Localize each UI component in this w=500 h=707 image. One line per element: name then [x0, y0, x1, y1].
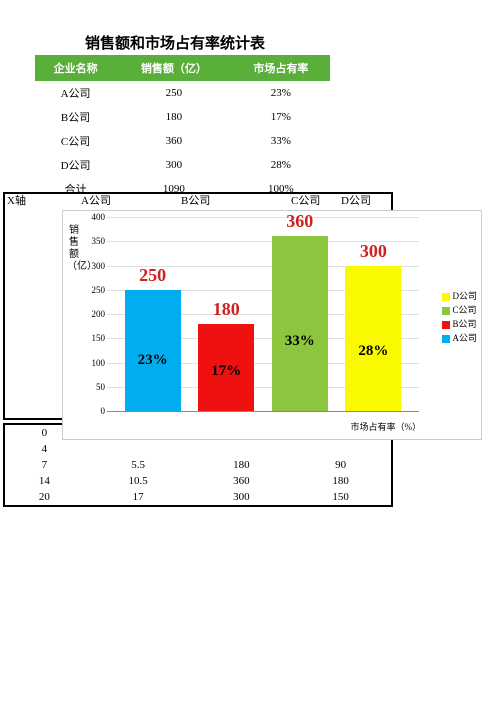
xaxis-col: C公司 [291, 192, 320, 208]
xaxis-col: A公司 [81, 192, 111, 208]
chart-value-label: 360 [266, 211, 334, 232]
legend-item: A公司 [442, 331, 478, 345]
table-row: B公司18017% [35, 105, 330, 129]
xaxis-label: X轴 [7, 192, 26, 208]
chart-pct-label: 17% [198, 363, 254, 380]
table-row: 2017300150 [4, 489, 392, 506]
legend-label: D公司 [453, 291, 478, 301]
table-row: A公司25023% [35, 81, 330, 105]
table-row: 1410.5360180 [4, 473, 392, 489]
chart-ytick: 350 [87, 236, 105, 246]
chart-bar [125, 290, 181, 411]
chart-gridline [107, 411, 419, 412]
legend-swatch [442, 293, 450, 301]
xaxis-col: D公司 [341, 192, 371, 208]
table-row: D公司30028% [35, 153, 330, 177]
col-header: 市场占有率 [232, 55, 330, 81]
chart-ytick: 150 [87, 333, 105, 343]
back-panel-header: X轴 A公司 B公司 C公司 D公司 [3, 192, 393, 208]
table-header-row: 企业名称 销售额（亿） 市场占有率 [35, 55, 330, 81]
chart-value-label: 180 [192, 299, 260, 320]
legend-swatch [442, 307, 450, 315]
chart-ytick: 250 [87, 285, 105, 295]
chart-value-label: 300 [339, 241, 407, 262]
xaxis-col: B公司 [181, 192, 210, 208]
bar-chart: 销售额（亿） 250 23% 180 17% 360 33% 300 28% 0 50 100 15… [62, 210, 482, 440]
chart-ytick: 300 [87, 261, 105, 271]
col-header: 销售额（亿） [116, 55, 232, 81]
legend-swatch [442, 321, 450, 329]
chart-ylabel: 销售额（亿） [67, 225, 81, 273]
summary-table: 企业名称 销售额（亿） 市场占有率 A公司25023% B公司18017% C公… [35, 55, 330, 201]
chart-xlabel: 市场占有率（%） [351, 420, 422, 433]
chart-pct-label: 28% [345, 343, 401, 360]
table-row: 75.518090 [4, 457, 392, 473]
chart-ytick: 200 [87, 309, 105, 319]
legend-item: C公司 [442, 303, 478, 317]
chart-pct-label: 33% [272, 333, 328, 350]
legend-label: C公司 [453, 305, 477, 315]
chart-ytick: 400 [87, 212, 105, 222]
chart-ytick: 100 [87, 358, 105, 368]
legend-label: B公司 [453, 319, 477, 329]
col-header: 企业名称 [35, 55, 116, 81]
chart-plot-area: 25023%18017%36033%30028% [107, 217, 419, 411]
chart-bar [272, 236, 328, 411]
chart-ytick: 0 [87, 406, 105, 416]
page-title: 销售额和市场占有率统计表 [85, 32, 265, 53]
legend-swatch [442, 335, 450, 343]
chart-pct-label: 23% [125, 352, 181, 369]
table-row: 4 [4, 441, 392, 457]
chart-ytick: 50 [87, 382, 105, 392]
chart-gridline [107, 217, 419, 218]
table-row: C公司36033% [35, 129, 330, 153]
legend-item: B公司 [442, 317, 478, 331]
chart-value-label: 250 [119, 265, 187, 286]
chart-legend: D公司 C公司 B公司 A公司 [442, 289, 478, 345]
legend-item: D公司 [442, 289, 478, 303]
legend-label: A公司 [453, 333, 478, 343]
chart-bar [345, 266, 401, 412]
